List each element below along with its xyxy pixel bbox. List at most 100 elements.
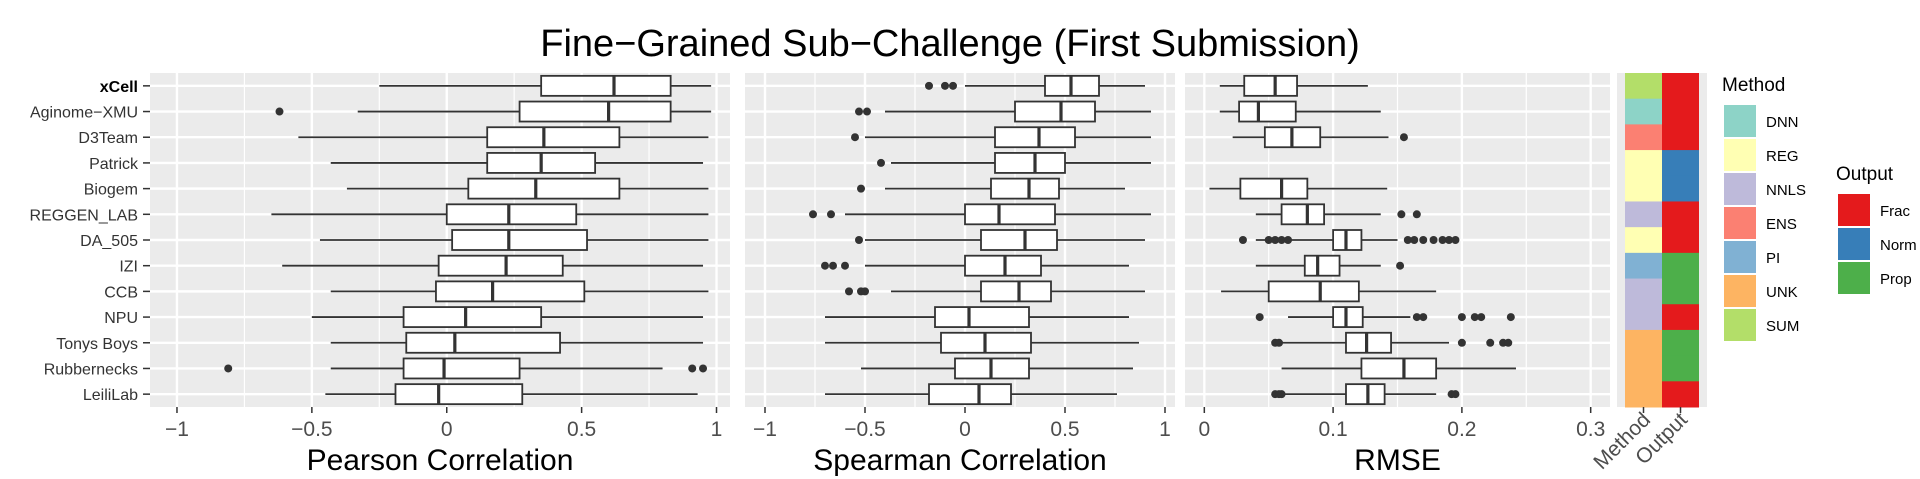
team-label: D3Team — [78, 130, 138, 147]
panel-spearman-correlation: −1 −0.5 0 0.5 1 Spearman Correlation — [745, 73, 1175, 477]
box-body — [928, 383, 1012, 406]
outlier-point — [1399, 133, 1408, 142]
outlier-point — [841, 261, 849, 270]
output-cell-frac — [1662, 124, 1699, 151]
outlier-point — [829, 261, 837, 270]
method-cell-nnls — [1625, 201, 1662, 228]
legend-label: DNN — [1766, 114, 1799, 131]
output-cell-prop — [1662, 329, 1699, 357]
team-label: IZI — [119, 259, 138, 276]
method-cell-unk — [1625, 329, 1662, 357]
box-leililab — [325, 383, 698, 406]
legend-label: Prop — [1880, 271, 1912, 288]
outlier-point — [1403, 236, 1412, 244]
box-reggen-lab — [809, 203, 1151, 226]
outlier-point — [851, 133, 859, 142]
legend-key-reg — [1724, 139, 1756, 171]
outlier-point — [1412, 210, 1421, 219]
box-body — [1345, 383, 1386, 406]
outlier-point — [1410, 236, 1419, 244]
output-cell-prop — [1662, 355, 1699, 382]
method-cell-dnn — [1625, 98, 1662, 125]
x-tick-label: 1 — [1159, 418, 1171, 441]
box-body — [1303, 254, 1341, 277]
x-tick-label: 0.3 — [1576, 418, 1605, 441]
outlier-point — [1419, 236, 1428, 244]
outlier-point — [1451, 390, 1460, 399]
outlier-point — [1275, 338, 1284, 347]
outlier-point — [1277, 390, 1286, 399]
box-body — [980, 280, 1052, 303]
output-cell-frac — [1662, 73, 1699, 100]
legend-key-frac — [1838, 194, 1870, 226]
x-axis-title: Pearson Correlation — [307, 444, 574, 477]
legend-label: UNK — [1766, 284, 1798, 301]
box-reggen-lab — [1255, 203, 1421, 226]
outlier-point — [224, 364, 233, 373]
outlier-point — [699, 364, 708, 373]
outlier-point — [861, 287, 869, 296]
x-axis-title: RMSE — [1354, 444, 1441, 477]
legend-key-dnn — [1724, 105, 1756, 137]
method-cell-sum — [1625, 73, 1662, 100]
box-izi — [821, 254, 1129, 277]
box-body — [1243, 74, 1298, 97]
method-cell-reg — [1625, 227, 1662, 254]
panel-pearson-correlation: −1 −0.5 0 0.5 1 Pearson Correlation — [150, 73, 730, 477]
outlier-point — [1451, 236, 1460, 244]
box-rubbernecks — [224, 357, 708, 380]
method-cell-unk — [1625, 355, 1662, 382]
legend-key-norm — [1838, 228, 1870, 260]
box-tonys-boys — [330, 331, 704, 354]
box-izi — [282, 254, 704, 277]
x-tick-label: 0.5 — [1050, 418, 1079, 441]
legend-label: Frac — [1880, 203, 1911, 220]
outlier-point — [1238, 236, 1247, 244]
output-cell-frac — [1662, 304, 1699, 331]
box-leililab — [1271, 383, 1460, 406]
outlier-point — [1277, 236, 1286, 244]
box-aginome-xmu — [1219, 100, 1381, 123]
output-cell-frac — [1662, 201, 1699, 228]
outlier-point — [1429, 236, 1438, 244]
outlier-point — [1470, 313, 1479, 322]
legend-label: Norm — [1880, 237, 1917, 254]
outlier-point — [949, 81, 957, 90]
box-izi — [1255, 254, 1405, 277]
box-body — [994, 126, 1076, 149]
box-body — [540, 74, 672, 97]
outlier-point — [1419, 313, 1428, 322]
box-body — [1014, 100, 1096, 123]
x-tick-label: 0.2 — [1447, 418, 1476, 441]
output-cell-frac — [1662, 98, 1699, 125]
box-body — [518, 100, 672, 123]
box-rubbernecks — [861, 357, 1133, 380]
x-tick-label: 1 — [711, 418, 723, 441]
outlier-point — [821, 261, 829, 270]
panels: −1 −0.5 0 0.5 1 Pearson Correlation −1 −0.5 0 0.5… — [150, 73, 1610, 477]
x-tick-label: 0 — [1198, 418, 1210, 441]
box-xcell — [925, 74, 1145, 97]
outlier-point — [1412, 313, 1421, 322]
team-label: Aginome−XMU — [30, 105, 138, 122]
box-body — [467, 177, 621, 200]
output-cell-norm — [1662, 150, 1699, 177]
legend-key-prop — [1838, 262, 1870, 294]
legend-title: Output — [1836, 164, 1894, 185]
outlier-point — [809, 210, 817, 219]
outlier-point — [1438, 236, 1447, 244]
team-label: DA_505 — [80, 233, 138, 250]
outlier-point — [827, 210, 835, 219]
box-body — [1280, 203, 1325, 226]
legends: Method DNN REG NNLS ENS PI UNK SUM Output Frac Nor… — [1722, 75, 1917, 341]
box-body — [1239, 177, 1309, 200]
x-tick-label: 0.5 — [567, 418, 596, 441]
outlier-point — [925, 81, 933, 90]
legend-label: ENS — [1766, 216, 1797, 233]
box-aginome-xmu — [855, 100, 1151, 123]
box-body — [451, 229, 588, 251]
output-cell-frac — [1662, 381, 1699, 408]
outlier-point — [1255, 313, 1264, 322]
legend-key-sum — [1724, 309, 1756, 341]
box-tonys-boys — [1271, 331, 1513, 354]
